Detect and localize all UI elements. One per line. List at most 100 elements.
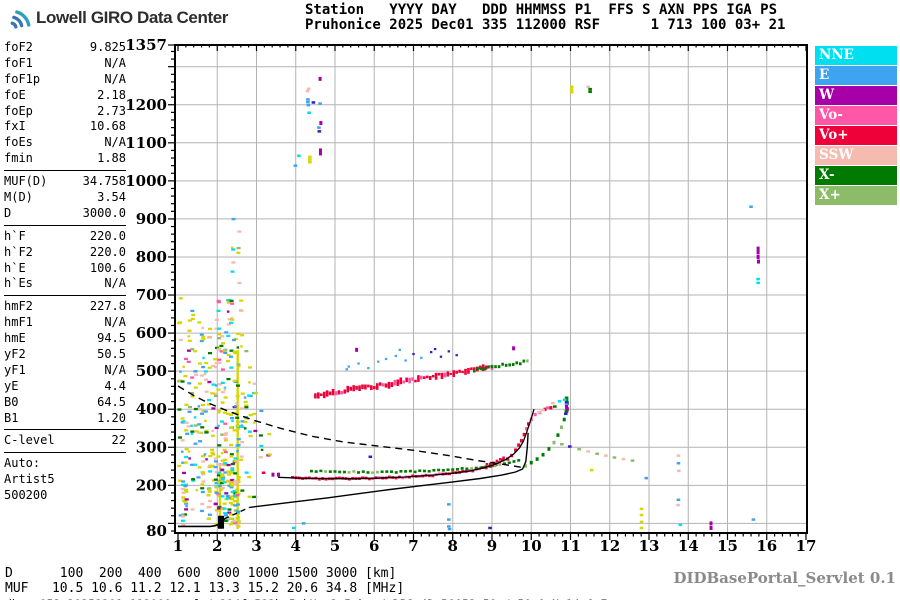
param-label: foE [4,87,26,102]
param-value: N/A [104,55,126,70]
param-label: hmF1 [4,315,33,330]
separator [4,224,126,226]
param-row-yf1: yF1 N/A [4,363,126,379]
param-value: 9.825 [89,40,126,54]
x-axis-tick-label-3: 3 [251,537,261,555]
legend-item-W: W [815,86,897,105]
param-label: foF1 [4,55,33,70]
param-value: N/A [104,135,126,150]
y-axis-tick-label-900: 900 [136,210,167,228]
param-row-fmin: fmin 1.88 [4,151,126,167]
param-value: 34.758 [82,174,126,189]
param-label: yF1 [4,362,26,377]
param-panel: foF2 9.825 foF1 N/A foF1p N/A foE 2.18 foEp 2.73 f… [4,40,126,504]
legend-item-X+: X+ [815,186,897,205]
param-value: 3.54 [97,190,126,205]
param-value: 10.68 [89,119,126,134]
auto-scaler-line: Artist5 [4,472,55,487]
separator [4,170,126,172]
legend-item-X-: X- [815,166,897,185]
x-axis-tick-label-9: 9 [487,537,497,555]
x-axis-tick-label-6: 6 [369,537,379,555]
param-label: foEp [4,103,33,118]
param-row-d: D 3000.0 [4,206,126,222]
param-label: MUF(D) [4,174,48,189]
param-label: h`F [4,228,26,243]
x-axis-tick-label-15: 15 [717,537,738,555]
x-axis-tick-label-7: 7 [408,537,418,555]
param-value: 64.5 [97,394,126,409]
param-value: 1.88 [97,151,126,166]
x-axis-tick-label-1: 1 [173,537,183,555]
param-row-hme: hmE 94.5 [4,331,126,347]
legend-item-Vo+: Vo+ [815,126,897,145]
param-value: N/A [104,315,126,330]
x-axis-tick-label-14: 14 [678,537,699,555]
param-label: fmin [4,151,33,166]
y-axis-tick-label-200: 200 [136,476,167,494]
logo-text: Lowell GIRO Data Center [36,8,229,27]
logo: Lowell GIRO Data Center [6,4,228,32]
legend-item-NNE: NNE [815,46,897,65]
param-label: D [4,205,12,220]
param-label: h`F2 [4,244,33,259]
separator [4,452,126,454]
param-row-b0: B0 64.5 [4,395,126,411]
param-label: B0 [4,394,19,409]
y-axis-tick-label-1357: 1357 [125,36,167,54]
param-row-hmf2: hmF2 227.8 [4,299,126,315]
param-value: 4.4 [104,378,126,393]
param-row-foes: foEs N/A [4,135,126,151]
param-value: 220.0 [89,228,126,243]
y-axis-tick-label-600: 600 [136,324,167,342]
legend-item-SSW: SSW [815,146,897,165]
param-value: 2.18 [97,87,126,102]
param-row-mufd: MUF(D) 34.758 [4,174,126,190]
station-header: Station YYYY DAY DDD HHMMSS P1 FFS S AXN… [305,3,785,33]
x-axis-tick-label-11: 11 [560,537,581,555]
param-row-hf: h`F 220.0 [4,229,126,245]
x-axis-tick-label-16: 16 [756,537,777,555]
param-label: C-level [4,433,55,448]
param-label: yE [4,378,19,393]
y-axis-tick-label-500: 500 [136,362,167,380]
legend-item-E: E [815,66,897,85]
x-axis-tick-label-12: 12 [599,537,620,555]
y-axis-tick-label-1100: 1100 [125,134,167,152]
echo-direction-legend: NNE E W Vo- Vo+ SSW X- X+ [815,46,897,206]
auto-scaler-line: 500200 [4,488,48,503]
separator [4,429,126,431]
param-label: fxI [4,119,26,134]
x-axis-tick-label-8: 8 [448,537,458,555]
y-axis-tick-label-700: 700 [136,286,167,304]
param-label: foF1p [4,71,41,86]
param-value: 3000.0 [82,205,126,220]
param-value: 227.8 [89,299,126,314]
param-label: M(D) [4,190,33,205]
param-value: 100.6 [89,260,126,275]
giro-wave-icon [10,10,31,29]
d-distance-row: D 100 200 400 600 800 1000 1500 3000 [km… [5,566,397,581]
param-row-fxi: fxI 10.68 [4,119,126,135]
param-row-hes: h`Es N/A [4,276,126,292]
param-label: hmE [4,331,26,346]
y-axis-tick-label-1200: 1200 [125,96,167,114]
param-value: 220.0 [89,244,126,259]
param-value: N/A [104,362,126,377]
auto-scaler-line: Auto: [4,456,41,471]
param-row-hf2: h`F2 220.0 [4,245,126,261]
param-value: N/A [104,71,126,86]
param-row-yf2: yF2 50.5 [4,347,126,363]
x-axis-tick-label-13: 13 [639,537,660,555]
param-label: h`Es [4,276,33,291]
param-row-ye: yE 4.4 [4,379,126,395]
param-row-hmf1: hmF1 N/A [4,315,126,331]
param-row-fof2: foF2 9.825 [4,40,126,56]
param-row-clevel: C-level 22 [4,433,126,449]
y-axis-tick-label-400: 400 [136,400,167,418]
station-header-row1: Station YYYY DAY DDD HHMMSS P1 FFS S AXN… [305,2,778,18]
legend-item-Vo-: Vo- [815,106,897,125]
param-value: N/A [104,276,126,291]
